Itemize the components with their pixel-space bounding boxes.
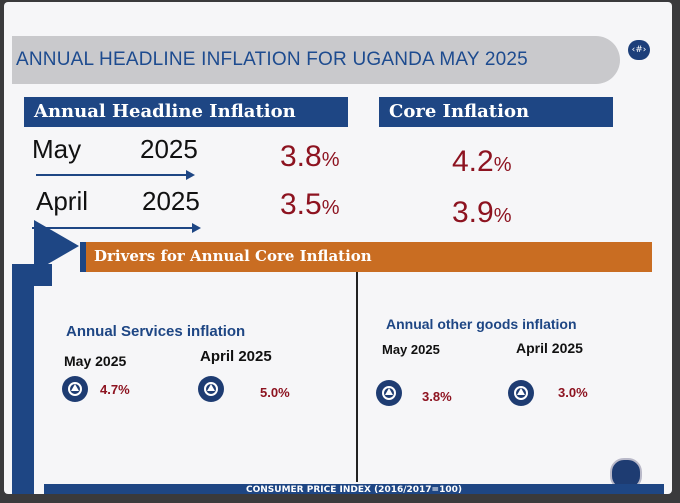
core-may-value: 4.2%: [452, 145, 512, 178]
arrow-right-icon: [192, 223, 201, 233]
slide: ANNUAL HEADLINE INFLATION FOR UGANDA MAY…: [4, 2, 672, 494]
core-april-value: 3.9%: [452, 196, 512, 229]
up-arrow-circle-icon: [198, 376, 224, 402]
title-bar: [12, 36, 620, 84]
page-number-badge: ‹#›: [628, 40, 650, 60]
arrow-may-line: [36, 174, 186, 176]
services-april-label: April 2025: [200, 348, 272, 365]
other-goods-may-value: 3.8%: [422, 389, 452, 404]
column-divider: [356, 272, 358, 482]
other-goods-april-value: 3.0%: [558, 385, 588, 400]
arrow-right-icon: [186, 170, 195, 180]
up-arrow-circle-icon: [376, 380, 402, 406]
arrow-april-line: [32, 227, 192, 229]
row-year-april: 2025: [142, 186, 200, 216]
left-vertical-bar: [12, 264, 34, 494]
big-arrow-icon: [34, 220, 79, 272]
services-may-value: 4.7%: [100, 382, 130, 397]
row-month-may: May: [32, 134, 82, 164]
headline-inflation-header: Annual Headline Inflation: [24, 97, 348, 127]
row-year-may: 2025: [140, 134, 198, 164]
other-goods-may-label: May 2025: [382, 342, 440, 357]
core-inflation-header: Core Inflation: [379, 97, 613, 127]
other-goods-inflation-title: Annual other goods inflation: [386, 316, 577, 332]
slide-title: ANNUAL HEADLINE INFLATION FOR UGANDA MAY…: [16, 49, 528, 70]
headline-april-value: 3.5%: [280, 188, 340, 221]
services-april-value: 5.0%: [260, 385, 290, 400]
row-month-april: April: [36, 186, 89, 216]
drivers-header: Drivers for Annual Core Inflation: [80, 242, 652, 272]
up-arrow-circle-icon: [62, 376, 88, 402]
services-inflation-title: Annual Services inflation: [66, 323, 246, 340]
services-may-label: May 2025: [64, 353, 127, 369]
footer-strip: CONSUMER PRICE INDEX (2016/2017=100): [44, 484, 664, 494]
headline-may-value: 3.8%: [280, 140, 340, 173]
up-arrow-circle-icon: [508, 380, 534, 406]
other-goods-april-label: April 2025: [516, 340, 583, 356]
